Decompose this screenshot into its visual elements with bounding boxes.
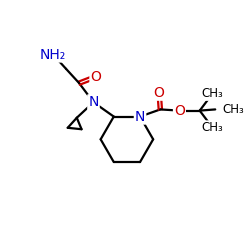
Text: N: N bbox=[135, 110, 145, 124]
Text: CH₃: CH₃ bbox=[222, 103, 244, 116]
Text: CH₃: CH₃ bbox=[201, 121, 223, 134]
Text: O: O bbox=[174, 104, 185, 118]
Text: O: O bbox=[154, 86, 164, 100]
Text: NH₂: NH₂ bbox=[40, 48, 66, 62]
Text: CH₃: CH₃ bbox=[201, 87, 223, 100]
Text: O: O bbox=[90, 70, 101, 84]
Text: N: N bbox=[88, 95, 99, 109]
